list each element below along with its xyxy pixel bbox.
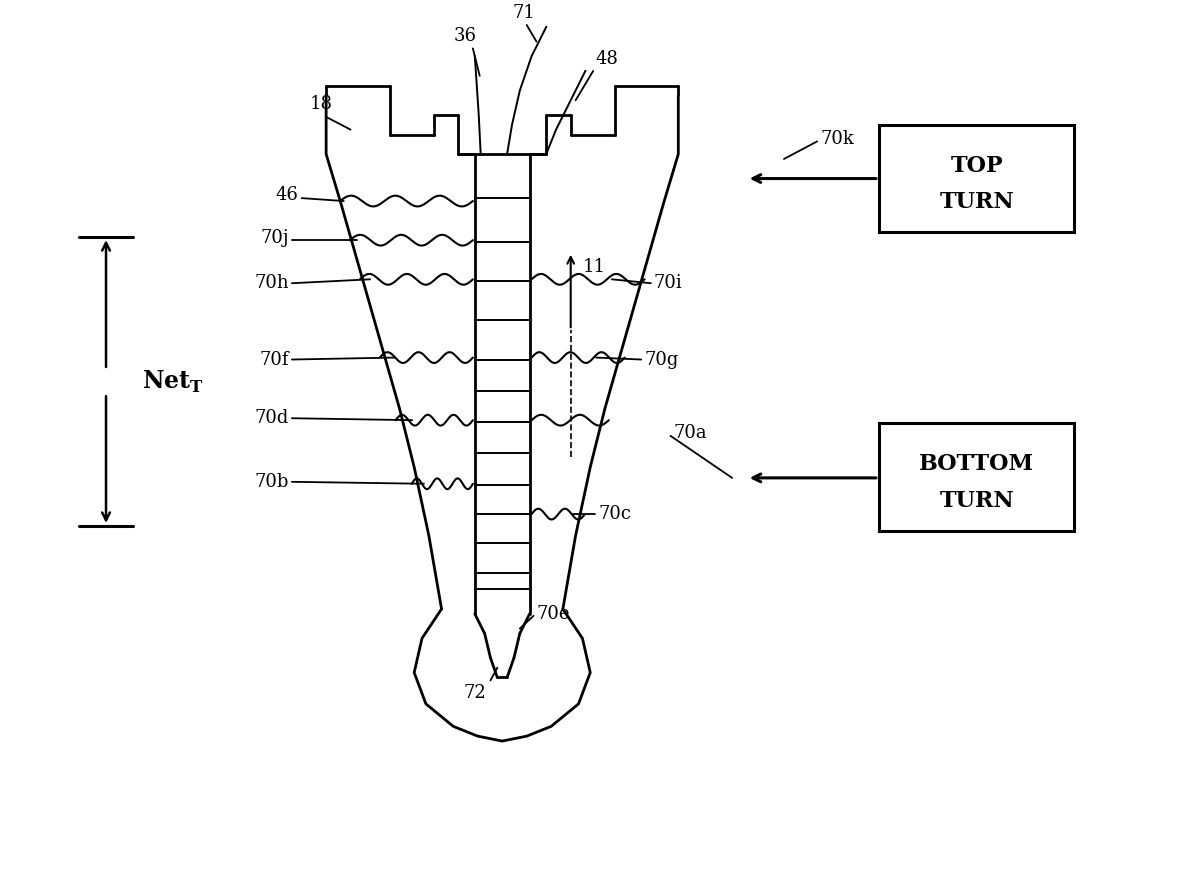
Text: 70f: 70f xyxy=(259,350,289,368)
Text: 70b: 70b xyxy=(254,473,289,491)
Text: 70c: 70c xyxy=(598,505,631,523)
Text: 48: 48 xyxy=(595,50,618,68)
Text: 72: 72 xyxy=(464,685,486,702)
Text: TURN: TURN xyxy=(939,490,1014,511)
Text: 70a: 70a xyxy=(673,424,707,442)
Text: 36: 36 xyxy=(454,26,477,44)
Text: Net$_\mathregular{T}$: Net$_\mathregular{T}$ xyxy=(142,368,205,395)
Text: TURN: TURN xyxy=(939,192,1014,213)
Text: 70d: 70d xyxy=(254,409,289,427)
Bar xyxy=(879,423,1074,530)
Text: 70g: 70g xyxy=(644,350,678,368)
Text: 46: 46 xyxy=(276,186,299,204)
Text: BOTTOM: BOTTOM xyxy=(919,453,1034,475)
Text: 70h: 70h xyxy=(254,274,289,293)
Text: 70i: 70i xyxy=(654,274,683,293)
Text: 11: 11 xyxy=(583,258,606,275)
Text: 70j: 70j xyxy=(260,229,289,247)
Text: 18: 18 xyxy=(309,95,332,113)
Text: 71: 71 xyxy=(512,4,535,22)
Text: 70e: 70e xyxy=(537,604,569,623)
Text: TOP: TOP xyxy=(950,155,1003,177)
Bar xyxy=(879,125,1074,233)
Text: 70k: 70k xyxy=(820,131,854,148)
